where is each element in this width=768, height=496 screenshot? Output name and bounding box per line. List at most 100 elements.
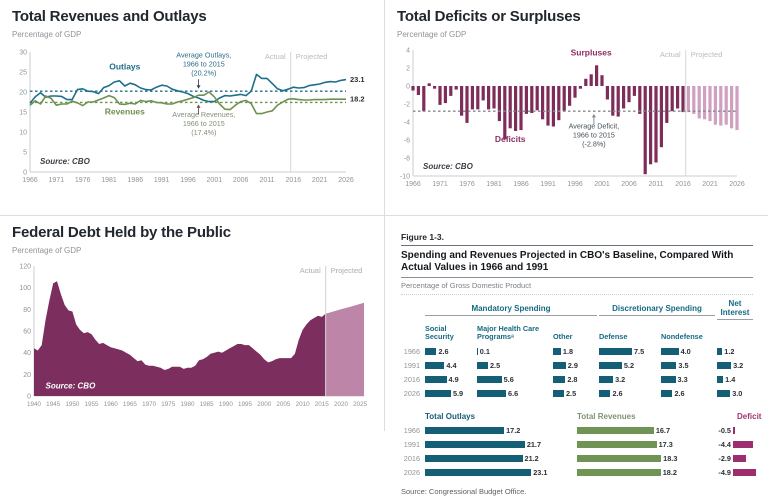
value-bar — [425, 375, 447, 383]
source-note: Source: Congressional Budget Office. — [401, 486, 527, 496]
svg-text:-2: -2 — [404, 102, 410, 109]
svg-text:Projected: Projected — [331, 266, 363, 275]
deficit-value: -4.9 — [718, 467, 731, 477]
svg-text:2015: 2015 — [315, 401, 330, 408]
axis-unit-label: Percentage of GDP — [12, 246, 82, 255]
svg-text:2005: 2005 — [276, 401, 291, 408]
value-label: 4.4 — [446, 360, 457, 370]
row-year: 1991 — [403, 439, 420, 449]
value-bar — [477, 375, 502, 383]
value-bar — [661, 361, 677, 369]
svg-text:Average Deficit,1966 to 2015(-: Average Deficit, 1966 to 2015 (-2.8%) — [569, 121, 620, 148]
svg-text:2021: 2021 — [702, 181, 718, 188]
totals-header: Total Outlays — [425, 411, 476, 421]
svg-text:5: 5 — [23, 150, 27, 157]
value-label: 2.5 — [566, 388, 577, 398]
value-bar — [553, 389, 564, 397]
svg-text:1971: 1971 — [432, 181, 448, 188]
svg-text:25: 25 — [19, 70, 27, 77]
panel-title-deficits-surpluses: Total Deficits or Surpluses — [397, 8, 581, 25]
row-year: 2016 — [403, 453, 420, 463]
svg-text:2000: 2000 — [257, 401, 272, 408]
value-cell: 2.5 — [553, 389, 597, 398]
svg-text:20: 20 — [23, 372, 31, 379]
svg-text:1966: 1966 — [405, 181, 421, 188]
value-bar — [553, 361, 566, 369]
value-bar — [599, 389, 611, 397]
svg-text:1995: 1995 — [238, 401, 253, 408]
svg-text:1981: 1981 — [101, 177, 117, 184]
panel-federal-debt: Federal Debt Held by the Public Percenta… — [0, 215, 384, 431]
outlays-cell: 23.1 — [425, 468, 575, 477]
svg-text:4: 4 — [406, 48, 410, 55]
svg-text:0: 0 — [23, 170, 27, 177]
outlays-value: 23.1 — [533, 467, 548, 477]
svg-text:2026: 2026 — [729, 181, 745, 188]
svg-text:1986: 1986 — [128, 177, 144, 184]
value-label: 4.0 — [680, 346, 691, 356]
value-bar — [717, 389, 731, 397]
revenues-cell: 18.3 — [577, 454, 705, 463]
group-header: Mandatory Spending — [425, 304, 597, 316]
svg-text:0: 0 — [27, 394, 31, 401]
svg-text:Actual: Actual — [300, 266, 321, 275]
value-cell: 5.6 — [477, 375, 551, 384]
svg-text:-6: -6 — [404, 138, 410, 145]
value-label: 2.6 — [612, 388, 623, 398]
federal-debt-area-chart: 0 20 40 60 80 100 120 1940 1945 1950 1955 1960 1965 1… — [19, 264, 368, 409]
svg-text:1955: 1955 — [85, 401, 100, 408]
deficit-value: -0.5 — [718, 425, 731, 435]
svg-text:Actual: Actual — [300, 266, 321, 275]
svg-text:Source: CBO: Source: CBO — [423, 162, 474, 171]
value-label: 5.6 — [503, 374, 514, 384]
svg-text:2010: 2010 — [296, 401, 311, 408]
svg-text:1991: 1991 — [154, 177, 170, 184]
svg-text:2011: 2011 — [648, 181, 663, 188]
outlays-cell: 21.2 — [425, 454, 575, 463]
value-label: 3.5 — [678, 360, 689, 370]
panel-spending-revenues-table: Figure 1-3. Spending and Revenues Projec… — [384, 215, 768, 496]
outlays-value: 17.2 — [506, 425, 521, 435]
svg-text:Projected: Projected — [331, 266, 363, 275]
value-cell: 3.5 — [661, 361, 715, 370]
deficit-value: -4.4 — [718, 439, 731, 449]
svg-text:1991: 1991 — [540, 181, 556, 188]
svg-text:1960: 1960 — [104, 401, 119, 408]
value-cell: 6.6 — [477, 389, 551, 398]
outlays-bar — [425, 426, 505, 434]
value-label: 3.2 — [615, 374, 626, 384]
svg-text:2: 2 — [406, 66, 410, 73]
axis-unit-label: Percentage of GDP — [397, 30, 467, 39]
totals-table: Total Outlays Total Revenues Deficit 1966 17… — [401, 411, 762, 477]
figure-number: Figure 1-3. — [401, 232, 753, 246]
value-cell: 3.2 — [599, 375, 659, 384]
deficit-bar — [733, 426, 736, 434]
value-label: 3.2 — [733, 360, 744, 370]
value-bar — [425, 389, 451, 397]
svg-text:2025: 2025 — [353, 401, 368, 408]
revenues-line — [29, 91, 346, 115]
value-label: 5.9 — [452, 388, 464, 398]
svg-text:Source: CBO: Source: CBO — [40, 157, 91, 166]
value-label: 6.6 — [508, 388, 519, 398]
svg-text:1980: 1980 — [180, 401, 195, 408]
svg-text:40: 40 — [23, 350, 31, 357]
svg-text:Source: CBO: Source: CBO — [46, 381, 97, 390]
debt-area-projected — [325, 302, 364, 396]
value-bar — [717, 375, 724, 383]
svg-text:1976: 1976 — [75, 177, 91, 184]
value-cell: 0.1 — [477, 347, 551, 356]
svg-text:Surpluses: Surpluses — [571, 47, 612, 57]
value-bar — [553, 375, 566, 383]
value-bar — [477, 389, 507, 397]
column-header: Defense — [599, 332, 628, 342]
svg-text:1975: 1975 — [161, 401, 176, 408]
outlays-cell: 21.7 — [425, 440, 575, 449]
revenues-outlays-line-chart: 0 5 10 15 20 25 30 1966 1971 1976 1981 1986 1991 1996… — [19, 50, 364, 185]
spending-categories-table: Mandatory Spending Discretionary Spending… — [401, 299, 753, 398]
svg-text:60: 60 — [23, 329, 31, 336]
svg-text:1971: 1971 — [49, 177, 65, 184]
axis-unit-label: Percentage of GDP — [12, 30, 82, 39]
